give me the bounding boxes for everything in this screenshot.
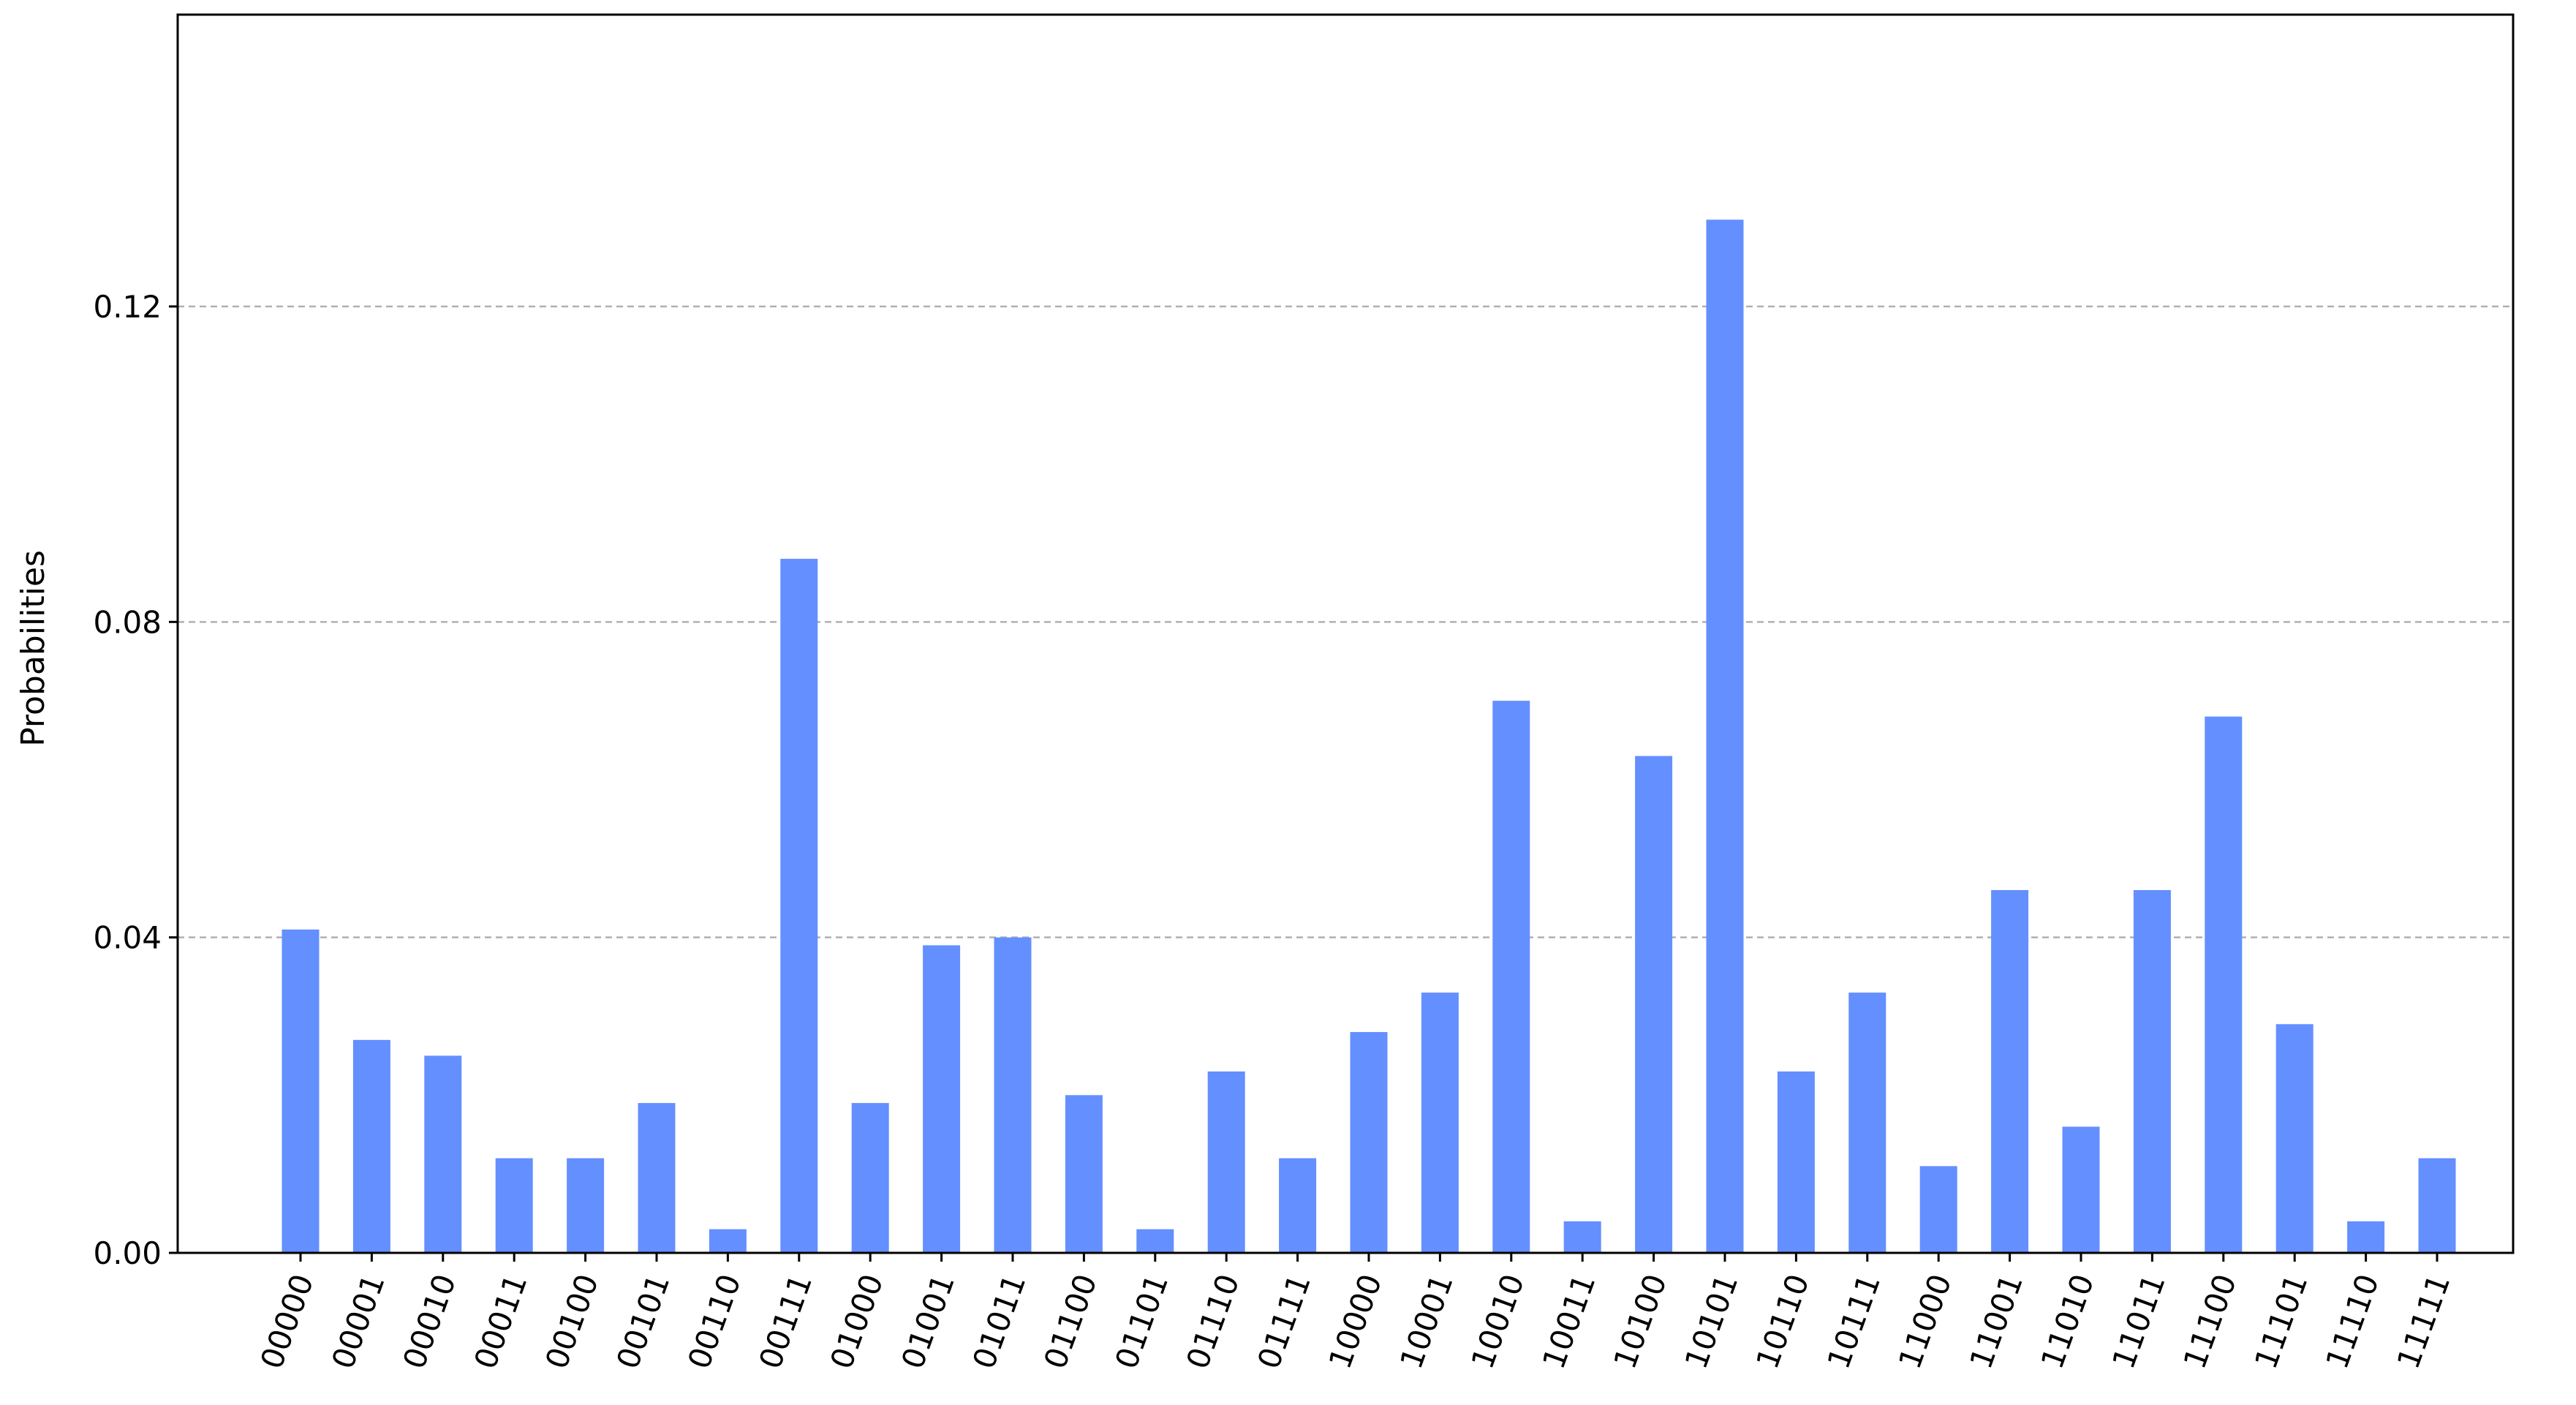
grid-lines — [178, 305, 2513, 938]
y-tick-label: 0.08 — [93, 604, 162, 640]
bar-11100 — [2205, 716, 2243, 1253]
bar-10100 — [1635, 756, 1673, 1253]
bar-00011 — [495, 1158, 533, 1253]
bar-01100 — [1065, 1095, 1103, 1253]
bar-01110 — [1207, 1071, 1245, 1253]
bar-00000 — [282, 929, 320, 1253]
bar-00101 — [638, 1103, 676, 1253]
bar-00111 — [780, 559, 818, 1253]
bar-10110 — [1777, 1071, 1815, 1253]
bar-01101 — [1136, 1229, 1174, 1253]
bars — [282, 219, 2456, 1254]
bar-10101 — [1706, 219, 1744, 1254]
bar-00001 — [352, 1039, 390, 1253]
bar-11111 — [2418, 1158, 2456, 1253]
y-tick-label: 0.12 — [93, 289, 162, 325]
bar-11101 — [2275, 1024, 2314, 1253]
y-tick-label: 0.04 — [93, 920, 162, 956]
bar-00110 — [709, 1229, 747, 1253]
bar-01001 — [923, 945, 961, 1253]
bar-01111 — [1279, 1158, 1317, 1253]
plot-area-frame — [176, 13, 2515, 1254]
bar-11110 — [2347, 1221, 2385, 1253]
bar-11000 — [1919, 1166, 1957, 1253]
bar-01000 — [851, 1103, 889, 1253]
bar-10000 — [1350, 1032, 1388, 1253]
bar-11010 — [2062, 1126, 2100, 1253]
bar-10010 — [1492, 701, 1530, 1253]
bar-11001 — [1991, 889, 2029, 1253]
bar-00010 — [424, 1055, 462, 1253]
y-axis-title: Probabilities — [15, 550, 52, 747]
bar-00100 — [567, 1158, 605, 1253]
y-axis-ticks: 0.00 0.04 0.08 0.12 — [93, 289, 178, 1271]
y-tick-label: 0.00 — [93, 1235, 162, 1271]
bar-10001 — [1421, 992, 1459, 1253]
bar-11011 — [2133, 889, 2171, 1253]
bar-10011 — [1563, 1221, 1601, 1253]
bar-01011 — [994, 937, 1032, 1253]
bar-10111 — [1848, 992, 1886, 1253]
